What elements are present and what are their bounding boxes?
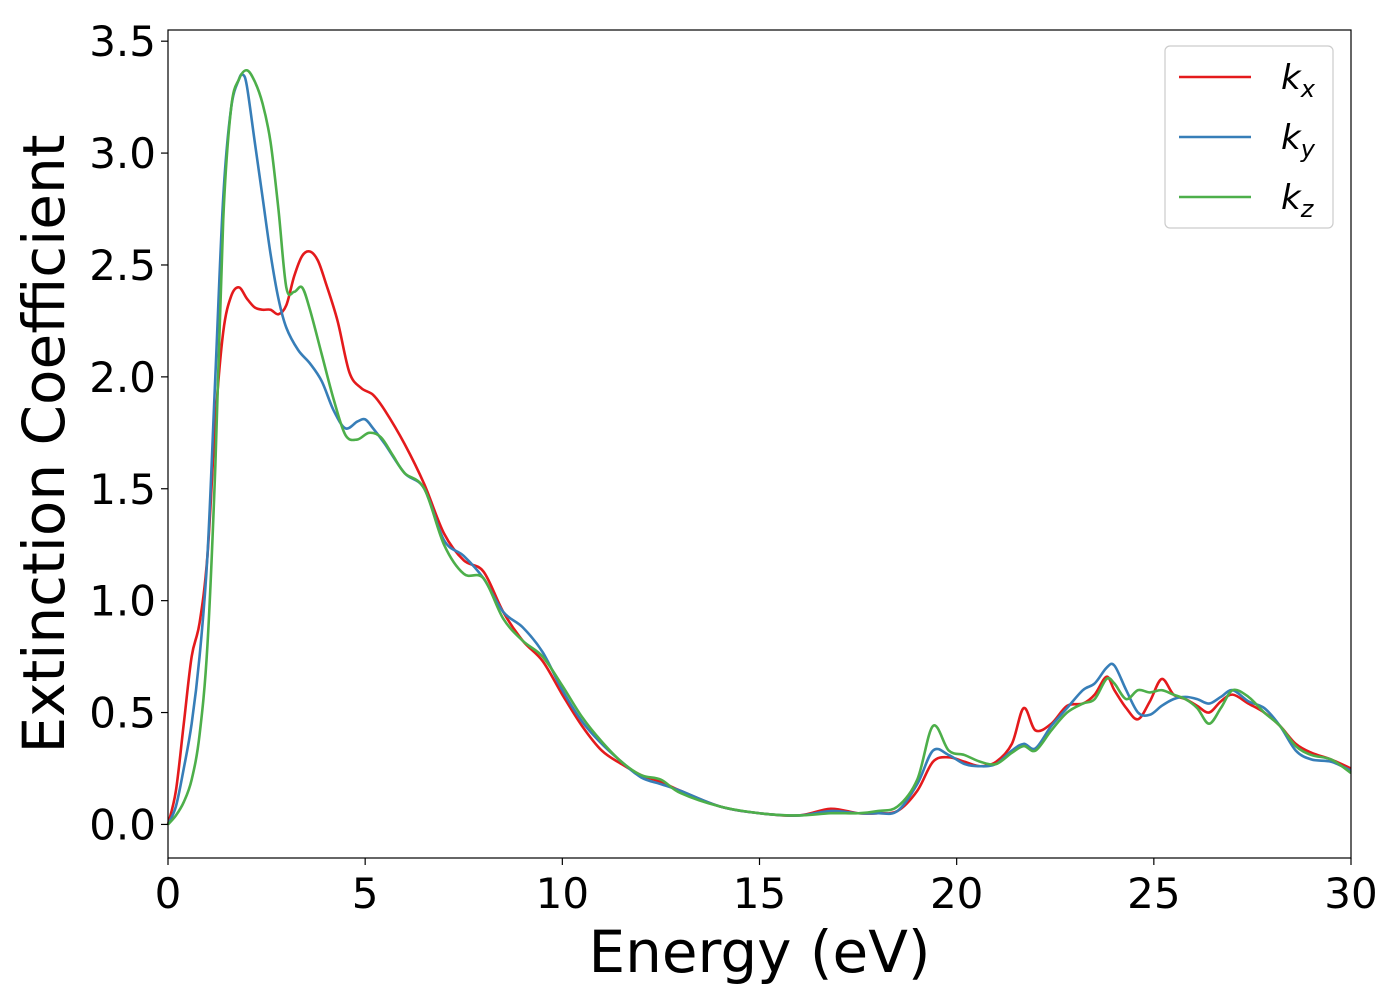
- y-tick-label: 3.5: [89, 17, 156, 66]
- legend-label-ky: ky: [1281, 118, 1316, 163]
- x-tick-label: 5: [352, 869, 379, 918]
- x-tick-label: 25: [1127, 869, 1180, 918]
- y-tick-label: 1.5: [89, 465, 156, 514]
- series-line-kz: [167, 68, 1352, 826]
- y-tick-label: 0.5: [89, 689, 156, 738]
- legend-label-kx: kx: [1281, 58, 1316, 103]
- y-axis-ticks: 0.0 0.5 1.0 1.5 2.0 2.5 3.0 3.5: [89, 17, 168, 849]
- y-tick-label: 3.0: [89, 129, 156, 178]
- x-axis-label: Energy (eV): [588, 918, 930, 986]
- legend-label-kz: kz: [1281, 178, 1315, 223]
- x-axis-ticks: 0 5 10 15 20 25 30: [155, 858, 1378, 918]
- y-tick-label: 2.5: [89, 241, 156, 290]
- y-axis-label: Extinction Coefficient: [10, 135, 78, 754]
- legend: kx ky kz: [1164, 45, 1334, 229]
- series-line-kx: [166, 250, 1352, 825]
- x-tick-label: 0: [155, 869, 182, 918]
- series-line-ky: [166, 72, 1352, 825]
- x-tick-label: 30: [1324, 869, 1377, 918]
- x-tick-label: 10: [536, 869, 589, 918]
- x-tick-label: 20: [930, 869, 983, 918]
- series-layer: [166, 68, 1352, 826]
- y-tick-label: 0.0: [89, 800, 156, 849]
- x-tick-label: 15: [733, 869, 786, 918]
- y-tick-label: 1.0: [89, 577, 156, 626]
- y-tick-label: 2.0: [89, 353, 156, 402]
